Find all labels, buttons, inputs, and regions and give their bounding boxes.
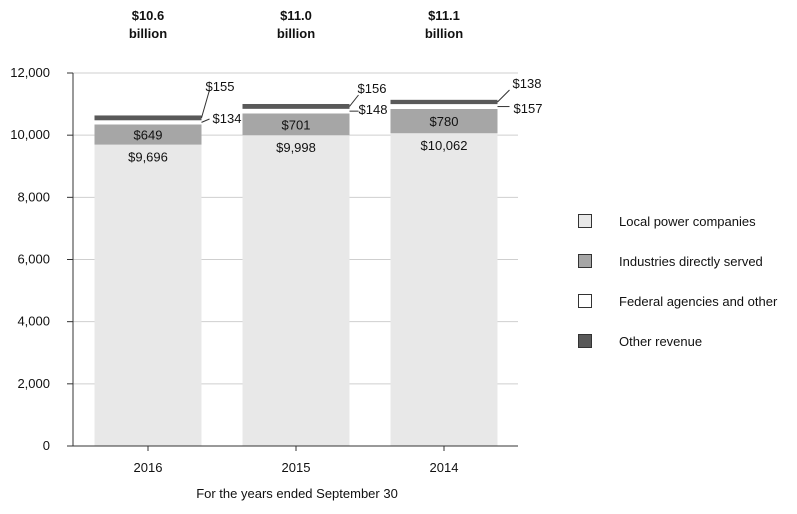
total-label: $11.0 xyxy=(280,8,312,23)
bar-segment xyxy=(94,144,202,446)
leader-line xyxy=(497,89,510,103)
bar-segment xyxy=(242,135,350,447)
legend-swatch xyxy=(578,294,592,308)
legend-swatch xyxy=(578,254,592,268)
legend-item: Other revenue xyxy=(578,332,777,350)
x-tick-label: 2015 xyxy=(282,460,311,475)
x-axis-title: For the years ended September 30 xyxy=(196,486,398,501)
data-label: $134 xyxy=(213,111,242,126)
bar-segment xyxy=(242,108,350,114)
legend-swatch xyxy=(578,334,592,348)
data-labels: $10.6 billion $9,696 $649 $155 $134 $11.0 billi… xyxy=(128,8,542,165)
bar-segment xyxy=(390,133,498,446)
legend: Local power companies Industries directl… xyxy=(578,212,777,372)
bar-segment xyxy=(390,108,498,134)
y-tick-label: 2,000 xyxy=(17,376,50,391)
y-tick-label: 10,000 xyxy=(10,127,50,142)
bar-segment xyxy=(390,104,498,109)
legend-label: Local power companies xyxy=(619,213,756,229)
data-label: $157 xyxy=(514,101,543,116)
y-tick-label: 8,000 xyxy=(17,189,50,204)
y-tick-label: 4,000 xyxy=(17,314,50,329)
leader-line xyxy=(349,94,359,107)
bar-segment xyxy=(390,99,498,105)
x-tick-label: 2016 xyxy=(134,460,163,475)
x-axis: 2016 2015 2014 xyxy=(73,445,518,475)
data-label: $148 xyxy=(359,102,388,117)
legend-label: Industries directly served xyxy=(619,253,763,269)
bar-segment xyxy=(94,120,202,125)
legend-swatch xyxy=(578,214,592,228)
data-label: $156 xyxy=(358,81,387,96)
data-label: $701 xyxy=(282,117,311,132)
leader-line xyxy=(201,118,210,123)
legend-item: Local power companies xyxy=(578,212,777,230)
data-label: $780 xyxy=(430,114,459,129)
bar-segment xyxy=(242,113,350,136)
total-unit: billion xyxy=(277,26,315,41)
total-unit: billion xyxy=(425,26,463,41)
y-tick-label: 0 xyxy=(43,438,50,453)
total-label: $11.1 xyxy=(428,8,460,23)
data-label: $138 xyxy=(513,76,542,91)
data-label: $10,062 xyxy=(421,138,468,153)
x-tick-label: 2014 xyxy=(430,460,459,475)
legend-label: Federal agencies and other xyxy=(619,293,778,309)
bar-segment xyxy=(242,103,350,109)
total-unit: billion xyxy=(129,26,167,41)
data-label: $9,998 xyxy=(276,140,316,155)
y-tick-label: 6,000 xyxy=(17,252,50,267)
data-label: $649 xyxy=(134,128,163,143)
bars xyxy=(94,99,498,447)
bar-segment xyxy=(94,115,202,121)
bar-segment xyxy=(94,124,202,145)
data-label: $9,696 xyxy=(128,150,168,165)
legend-item: Federal agencies and other xyxy=(578,292,777,310)
legend-label: Other revenue xyxy=(619,333,703,349)
data-label: $155 xyxy=(206,79,235,94)
leader-line xyxy=(201,89,210,119)
total-label: $10.6 xyxy=(132,8,165,23)
legend-item: Industries directly served xyxy=(578,252,777,270)
y-tick-label: 12,000 xyxy=(10,65,50,80)
y-axis: 0 2,000 4,000 6,000 8,000 10,000 12,000 xyxy=(10,65,74,453)
